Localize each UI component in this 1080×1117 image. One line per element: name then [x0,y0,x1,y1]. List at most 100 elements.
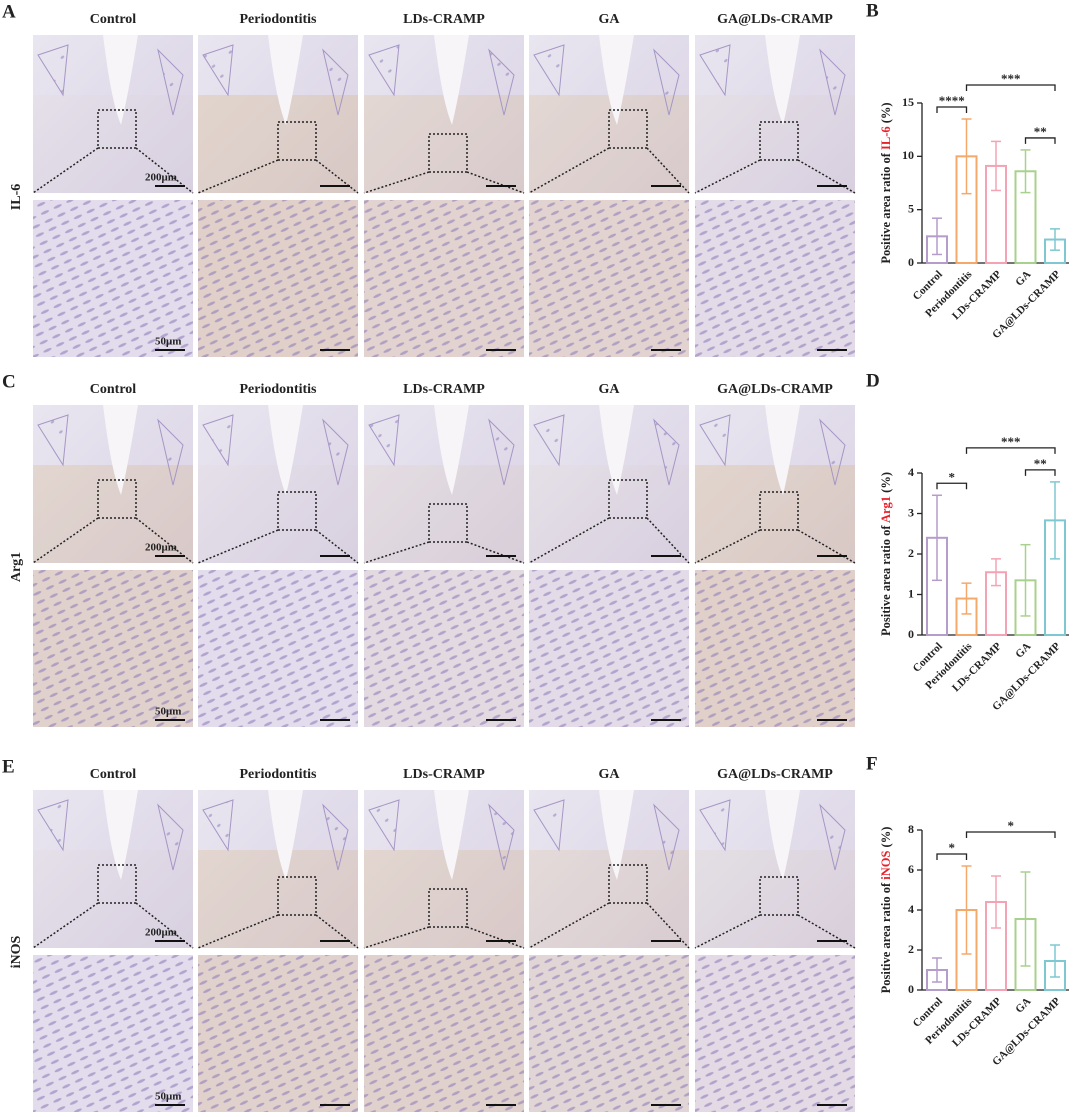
zoom-line [797,529,856,564]
tooth-root [765,405,800,495]
cell-texture [33,955,193,1112]
x-tick-label: GA [1013,268,1033,288]
zoom-line [32,902,99,949]
cell-texture [198,570,358,727]
y-tick-label: 8 [908,822,914,836]
scale-label: 200μm [145,927,177,939]
cell-texture [198,955,358,1112]
cell-texture [695,200,855,357]
zoom-box [428,503,468,543]
y-axis-label-part: Positive area ratio of [879,150,893,264]
column-header: GA [599,12,621,27]
row-stain-label: IL-6 [9,184,24,210]
cell-texture [33,200,193,357]
zoom-line [197,529,279,564]
panel-label: C [2,371,16,392]
x-tick-label: GA [1013,640,1033,660]
zoom-box [277,876,317,916]
bone-trabecula [202,414,349,486]
cell-texture [364,955,524,1112]
y-axis-label: Positive area ratio of Arg1 (%) [879,472,893,636]
significance-label: *** [1001,71,1021,86]
column-header: Control [90,382,137,397]
zoom-line [694,159,761,194]
zoom-box [97,109,137,149]
stain-tint [33,465,193,563]
stain-tint [364,95,524,193]
significance-label: ** [1034,456,1047,471]
tooth-root [103,790,138,880]
tooth-root [268,35,303,125]
tooth-root [599,405,634,495]
tooth-root [765,35,800,125]
column-header: LDs-CRAMP [403,12,485,27]
tooth-root [434,790,469,880]
zoom-box [428,133,468,173]
zoom-line [197,159,279,194]
bone-trabecula [37,799,184,871]
column-header: LDs-CRAMP [403,382,485,397]
significance-bracket [936,853,968,860]
y-tick-label: 6 [908,862,914,876]
y-tick-label: 5 [908,201,914,215]
zoom-line [32,517,99,564]
zoom-line [694,914,761,949]
zoom-box [277,121,317,161]
bone-trabecula [202,44,349,116]
significance-label: * [949,469,956,484]
y-axis-label-part: Arg1 [879,496,893,523]
panel-label: E [2,756,15,777]
scale-label: 50μm [155,706,181,718]
cell-texture [529,200,689,357]
column-header: GA [599,767,621,782]
tooth-root [103,35,138,125]
zoom-line [363,541,430,564]
zoom-box [97,864,137,904]
column-header: GA@LDs-CRAMP [717,382,833,397]
stain-tint [695,465,855,563]
significance-bracket [936,106,968,113]
row-stain-label: iNOS [9,935,24,968]
column-header: GA@LDs-CRAMP [717,767,833,782]
bone-trabecula [368,414,515,486]
column-header: LDs-CRAMP [403,767,485,782]
significance-bracket [965,831,1056,838]
column-header: GA [599,382,621,397]
zoom-box [428,888,468,928]
tooth-root [434,405,469,495]
bone-trabecula [699,799,846,871]
stain-tint [364,465,524,563]
y-tick-label: 0 [908,982,914,996]
significance-bracket [1024,469,1056,476]
zoom-line [528,902,610,949]
tooth-root [765,790,800,880]
bone-trabecula [37,414,184,486]
y-tick-label: 0 [908,255,914,269]
bone-trabecula [533,44,680,116]
stain-tint [364,850,524,948]
y-tick-label: 2 [908,546,914,560]
zoom-box [97,479,137,519]
column-header: Periodontitis [240,382,318,397]
cell-texture [529,570,689,727]
zoom-line [197,914,279,949]
tooth-root [599,790,634,880]
zoom-line [363,926,430,949]
significance-bracket [1024,137,1056,144]
zoom-box [759,876,799,916]
bone-trabecula [533,799,680,871]
y-axis-label-part: (%) [879,472,893,496]
y-axis-label-part: (%) [879,827,893,851]
y-axis-label: Positive area ratio of iNOS (%) [879,827,893,994]
zoom-box [608,109,648,149]
y-axis-label-part: IL-6 [879,126,893,150]
y-tick-label: 1 [908,586,914,600]
zoom-line [315,159,359,194]
panel-label: A [2,1,16,22]
tooth-root [103,405,138,495]
scale-label: 200μm [145,542,177,554]
zoom-line [797,914,856,949]
bone-trabecula [37,44,184,116]
bone-trabecula [533,414,680,486]
